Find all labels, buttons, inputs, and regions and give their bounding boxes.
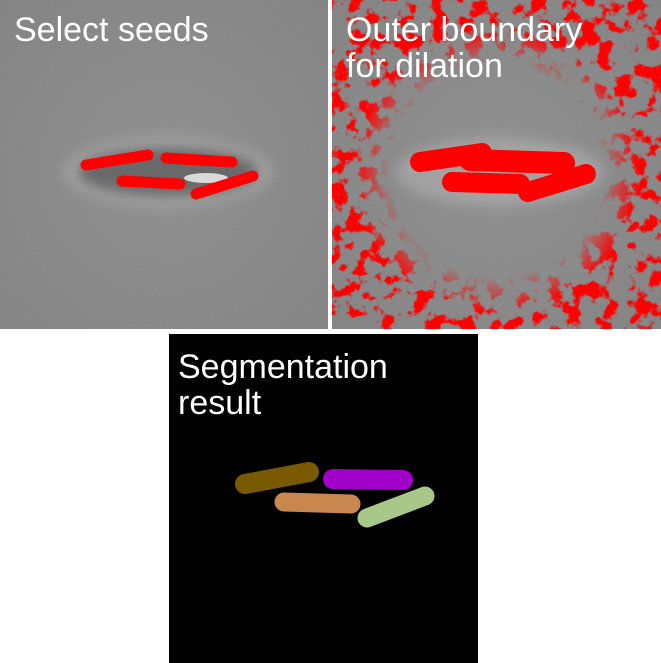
dilated-seed-mark xyxy=(518,164,596,202)
segment-cell xyxy=(357,486,435,528)
segment-cell xyxy=(274,492,361,514)
seed-marks xyxy=(80,149,259,200)
seed-mark xyxy=(160,152,238,168)
segmentation-result-title: Segmentation result xyxy=(178,348,388,422)
segment-cell xyxy=(323,469,413,490)
segmented-cells xyxy=(235,462,435,528)
cell-bright-gap xyxy=(184,173,228,183)
outer-boundary-title: Outer boundary for dilation xyxy=(346,11,583,85)
seed-mark xyxy=(80,149,154,171)
select-seeds-title: Select seeds xyxy=(14,11,209,49)
outer-boundary-panel: Outer boundary for dilation xyxy=(332,0,661,329)
segmentation-result-image xyxy=(169,334,478,663)
select-seeds-image xyxy=(0,0,328,329)
dilated-seed-mark xyxy=(459,149,575,174)
seed-mark xyxy=(190,170,259,200)
dilated-seed-mark xyxy=(442,172,530,194)
select-seeds-panel: Select seeds xyxy=(0,0,328,329)
outer-boundary-image xyxy=(332,0,661,329)
segment-cell xyxy=(235,462,319,494)
segmentation-result-panel: Segmentation result xyxy=(169,334,478,663)
seed-mark xyxy=(116,175,186,190)
dilated-seed-marks xyxy=(410,143,596,202)
